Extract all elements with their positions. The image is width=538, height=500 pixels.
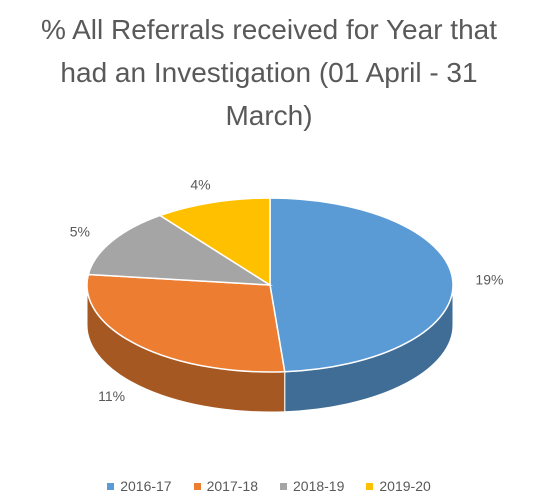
legend-swatch [280, 482, 287, 490]
legend-label: 2018-19 [293, 478, 345, 494]
legend-swatch [107, 482, 115, 490]
chart-title: % All Referrals received for Year that h… [40, 14, 497, 131]
data-label: 4% [190, 177, 210, 193]
legend-swatch [366, 482, 374, 490]
slice [86, 273, 286, 373]
data-label: 19% [475, 271, 503, 287]
legend-swatch [193, 482, 201, 490]
plot: 19% 11% 5% 4% [70, 177, 503, 413]
legend-item: 2016-17 [107, 478, 172, 494]
legend: 2016-17 2017-18 2018-19 2019-20 [0, 478, 538, 494]
slice [87, 214, 273, 286]
legend-item: 2018-19 [280, 478, 344, 494]
legend-label: 2016-17 [120, 478, 172, 494]
legend-item: 2017-18 [193, 478, 258, 494]
legend-label: 2017-18 [206, 478, 258, 494]
slice [269, 197, 454, 373]
legend-label: 2019-20 [379, 478, 431, 494]
data-label: 5% [70, 224, 90, 240]
slice [158, 197, 271, 287]
data-label: 11% [98, 388, 125, 404]
legend-item: 2019-20 [366, 478, 431, 494]
